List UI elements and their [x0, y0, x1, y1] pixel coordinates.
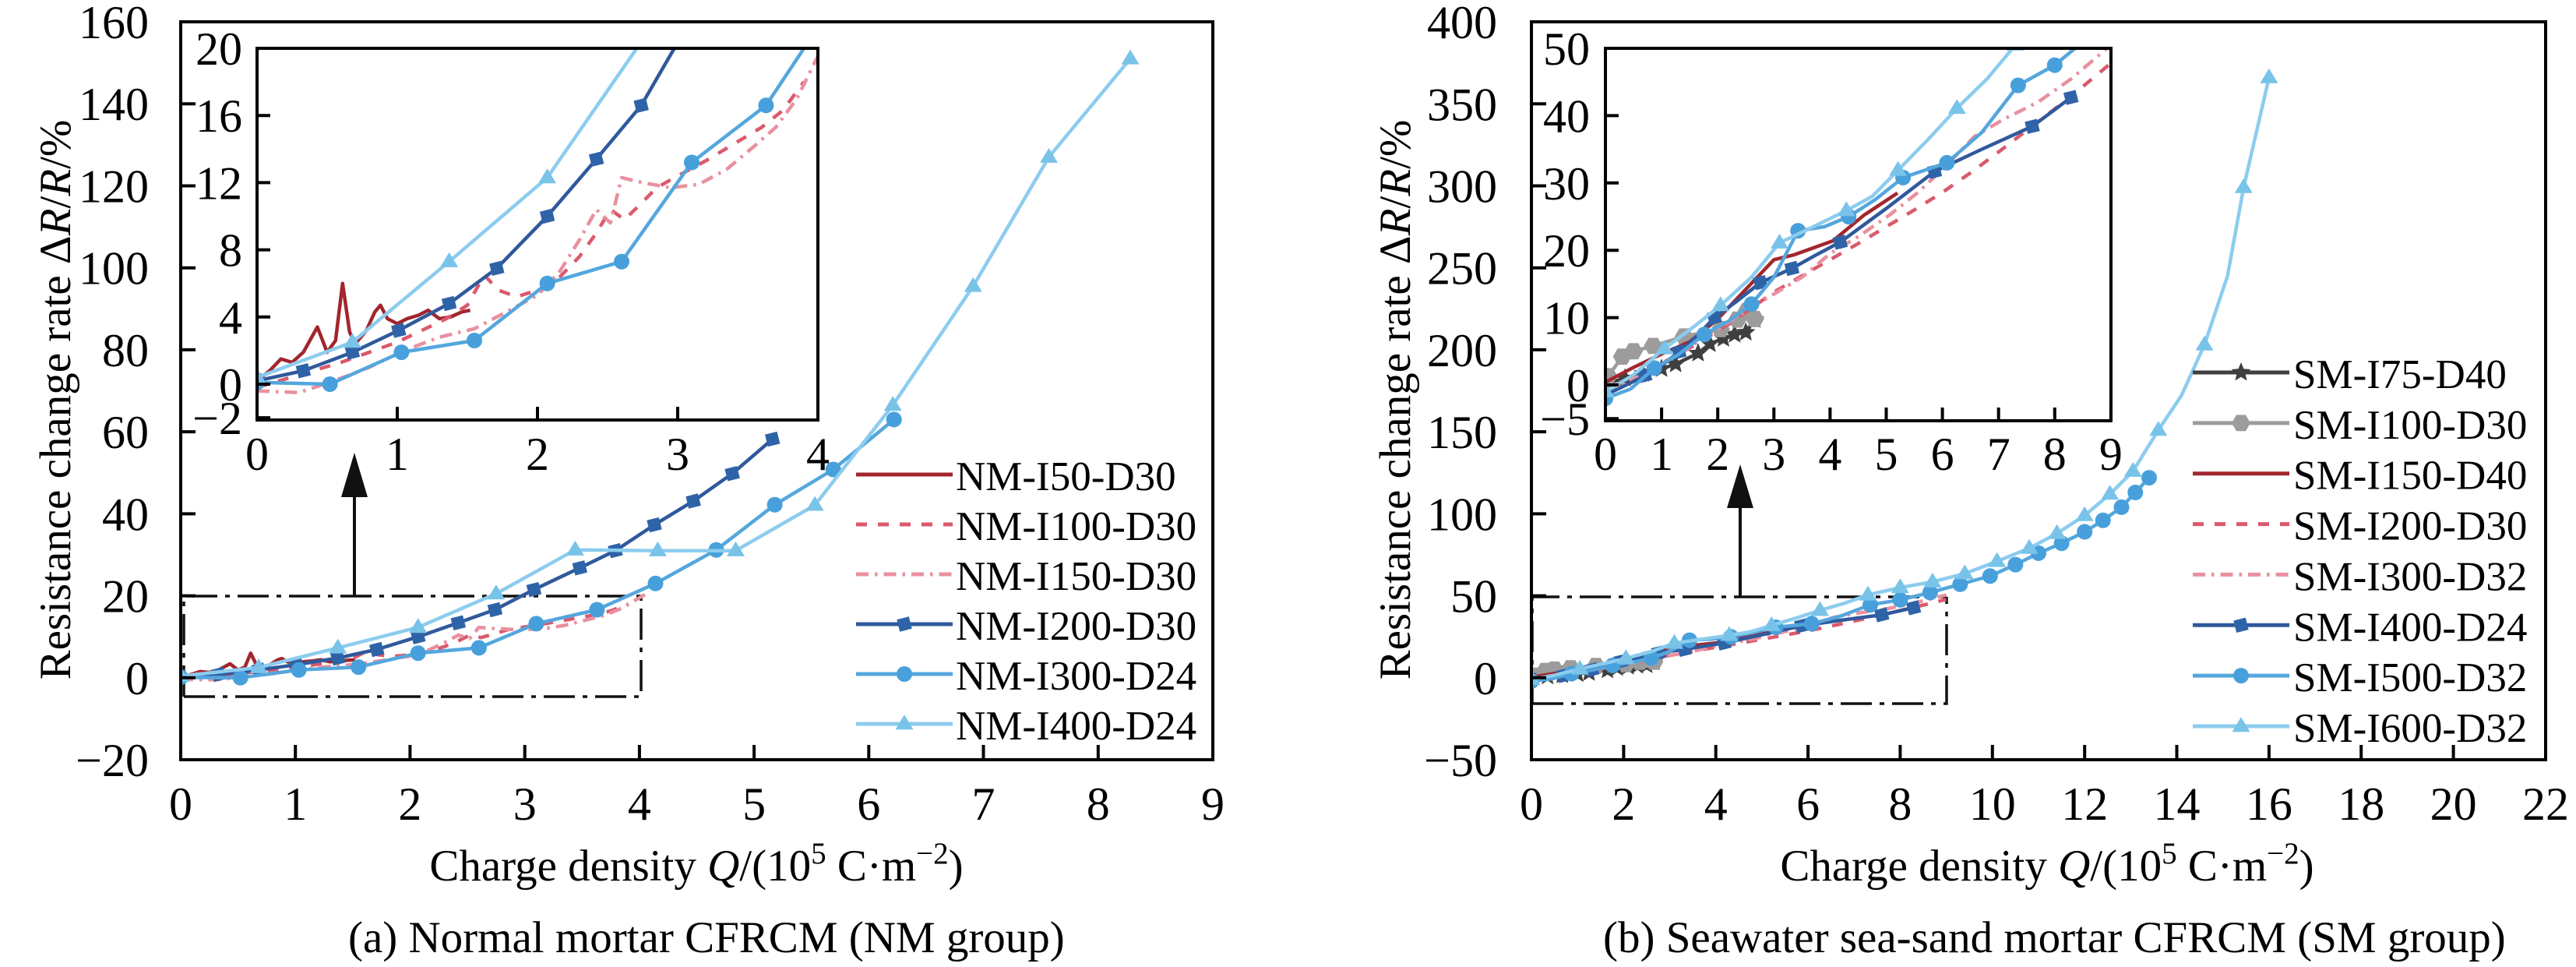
svg-text:(a) Normal mortar CFRCM (NM gr: (a) Normal mortar CFRCM (NM group): [348, 913, 1065, 962]
svg-text:200: 200: [1427, 325, 1497, 376]
svg-text:3: 3: [1762, 429, 1785, 480]
svg-text:9: 9: [2099, 429, 2123, 480]
svg-text:0: 0: [125, 653, 149, 704]
svg-text:40: 40: [102, 489, 149, 540]
svg-text:120: 120: [79, 161, 149, 213]
svg-text:SM-I150-D40: SM-I150-D40: [2293, 454, 2527, 499]
svg-text:10: 10: [1969, 778, 2016, 830]
svg-text:3: 3: [666, 429, 689, 480]
svg-text:300: 300: [1427, 161, 1497, 213]
svg-text:6: 6: [1796, 778, 1820, 830]
svg-text:Resistance change rate ΔR/R/%: Resistance change rate ΔR/R/%: [31, 120, 80, 680]
svg-text:14: 14: [2154, 778, 2201, 830]
svg-text:160: 160: [79, 0, 149, 48]
svg-text:SM-I400-D24: SM-I400-D24: [2293, 605, 2527, 650]
svg-text:150: 150: [1427, 407, 1497, 458]
svg-text:NM-I50-D30: NM-I50-D30: [956, 454, 1176, 499]
svg-text:16: 16: [196, 90, 242, 142]
svg-text:SM-I200-D30: SM-I200-D30: [2293, 504, 2527, 549]
svg-text:100: 100: [79, 243, 149, 295]
svg-text:Charge density Q/(105 C·m−2): Charge density Q/(105 C·m−2): [429, 837, 963, 891]
svg-text:16: 16: [2246, 778, 2292, 830]
svg-text:6: 6: [857, 778, 880, 830]
svg-text:0: 0: [245, 429, 269, 480]
svg-text:350: 350: [1427, 79, 1497, 130]
svg-text:2: 2: [1612, 778, 1635, 830]
svg-text:50: 50: [1450, 571, 1497, 623]
svg-text:NM-I400-D24: NM-I400-D24: [956, 704, 1196, 749]
svg-text:30: 30: [1543, 158, 1590, 210]
svg-text:80: 80: [102, 325, 149, 376]
svg-text:(b) Seawater sea-sand mortar C: (b) Seawater sea-sand mortar CFRCM (SM g…: [1603, 913, 2506, 962]
svg-text:12: 12: [196, 157, 242, 209]
svg-text:100: 100: [1427, 489, 1497, 540]
svg-text:1: 1: [284, 778, 307, 830]
svg-text:SM-I600-D32: SM-I600-D32: [2293, 706, 2527, 751]
svg-text:8: 8: [1888, 778, 1912, 830]
svg-text:20: 20: [1543, 225, 1590, 277]
svg-text:0: 0: [1520, 778, 1543, 830]
svg-text:0: 0: [1594, 429, 1617, 480]
svg-text:2: 2: [526, 429, 549, 480]
svg-text:6: 6: [1931, 429, 1954, 480]
svg-text:7: 7: [1987, 429, 2010, 480]
svg-text:5: 5: [1875, 429, 1898, 480]
svg-text:SM-I500-D32: SM-I500-D32: [2293, 655, 2527, 701]
svg-text:0: 0: [1566, 360, 1590, 411]
svg-text:−20: −20: [76, 735, 149, 786]
svg-text:4: 4: [1704, 778, 1728, 830]
svg-text:SM-I100-D30: SM-I100-D30: [2293, 403, 2527, 448]
svg-text:18: 18: [2338, 778, 2384, 830]
svg-text:2: 2: [1706, 429, 1729, 480]
svg-text:0: 0: [169, 778, 192, 830]
svg-text:SM-I300-D32: SM-I300-D32: [2293, 554, 2527, 599]
svg-text:10: 10: [1543, 293, 1590, 344]
svg-text:20: 20: [196, 23, 242, 75]
svg-text:1: 1: [1650, 429, 1673, 480]
svg-text:22: 22: [2522, 778, 2569, 830]
svg-text:NM-I200-D30: NM-I200-D30: [956, 604, 1196, 649]
svg-text:−50: −50: [1424, 735, 1497, 786]
svg-text:NM-I150-D30: NM-I150-D30: [956, 554, 1196, 599]
svg-text:20: 20: [102, 571, 149, 623]
svg-text:4: 4: [628, 778, 651, 830]
svg-text:0: 0: [1474, 653, 1497, 704]
svg-text:−2: −2: [192, 393, 242, 444]
svg-text:3: 3: [513, 778, 537, 830]
svg-text:1: 1: [386, 429, 409, 480]
svg-text:4: 4: [1818, 429, 1841, 480]
svg-text:NM-I300-D24: NM-I300-D24: [956, 654, 1196, 699]
svg-text:12: 12: [2061, 778, 2108, 830]
svg-text:0: 0: [219, 359, 242, 411]
svg-text:8: 8: [2043, 429, 2067, 480]
svg-text:250: 250: [1427, 243, 1497, 295]
svg-text:140: 140: [79, 79, 149, 130]
svg-text:40: 40: [1543, 90, 1590, 142]
svg-text:8: 8: [1087, 778, 1110, 830]
svg-text:60: 60: [102, 407, 149, 458]
svg-text:9: 9: [1201, 778, 1225, 830]
svg-text:20: 20: [2430, 778, 2477, 830]
svg-text:−5: −5: [1540, 394, 1590, 445]
svg-text:50: 50: [1543, 23, 1590, 75]
svg-text:2: 2: [398, 778, 421, 830]
svg-text:Charge density Q/(105 C·m−2): Charge density Q/(105 C·m−2): [1780, 837, 2313, 891]
svg-text:7: 7: [972, 778, 996, 830]
svg-text:5: 5: [742, 778, 766, 830]
svg-text:8: 8: [219, 225, 242, 277]
svg-text:Resistance change rate ΔR/R/%: Resistance change rate ΔR/R/%: [1371, 120, 1420, 680]
svg-text:400: 400: [1427, 0, 1497, 48]
svg-text:4: 4: [219, 292, 242, 344]
svg-text:SM-I75-D40: SM-I75-D40: [2293, 352, 2507, 397]
svg-text:NM-I100-D30: NM-I100-D30: [956, 504, 1196, 549]
svg-text:4: 4: [806, 429, 830, 480]
